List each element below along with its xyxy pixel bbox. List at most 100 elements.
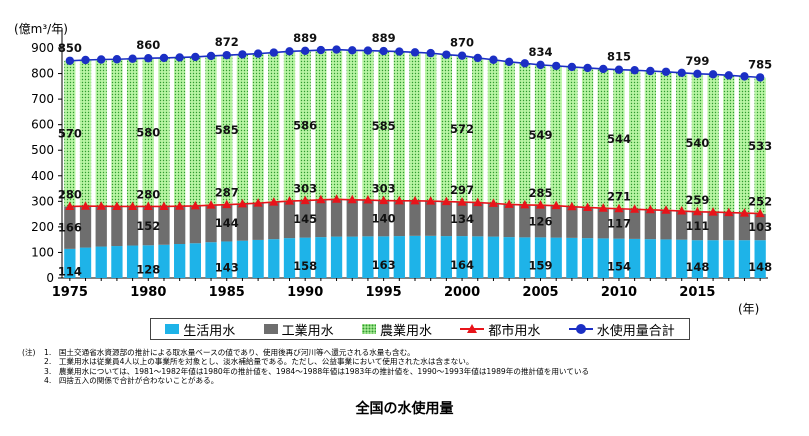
data-label-urban: 259 [685, 193, 709, 207]
marker-urban [645, 204, 655, 214]
marker-urban [692, 206, 702, 216]
bar-domestic [472, 236, 484, 278]
marker-urban [755, 208, 765, 218]
bar-industrial [660, 210, 672, 240]
bar-industrial [566, 206, 578, 238]
marker-urban [473, 197, 483, 207]
bar-industrial [628, 209, 641, 239]
bar-domestic [205, 242, 217, 278]
legend-label-agricultural: 農業用水 [379, 323, 432, 339]
bar-industrial [126, 206, 139, 246]
bar-agricultural [472, 57, 484, 203]
bar-domestic [425, 235, 437, 278]
y-tick-label: 100 [31, 245, 54, 259]
marker-urban [143, 201, 153, 210]
data-label-urban: 252 [748, 195, 772, 209]
bar-industrial [362, 200, 374, 237]
triangle-marker-icon [460, 324, 485, 334]
marker-urban [536, 200, 546, 209]
data-label-agricultural: 533 [748, 139, 772, 153]
marker-urban [112, 201, 122, 210]
data-label-domestic: 143 [215, 261, 239, 275]
bar-agricultural [425, 53, 437, 202]
marker-total [410, 48, 420, 57]
data-label-industrial: 152 [136, 219, 160, 233]
marker-total [316, 45, 326, 55]
bar-industrial [142, 206, 154, 246]
bar-agricultural [628, 70, 641, 210]
bar-agricultural [707, 74, 719, 213]
legend-item-agricultural: 農業用水 [361, 320, 432, 339]
bar-domestic [236, 240, 249, 278]
marker-total [489, 55, 498, 64]
data-label-agricultural: 586 [293, 119, 317, 133]
bar-domestic [597, 238, 609, 278]
marker-urban [520, 199, 530, 209]
marker-total [97, 55, 106, 64]
bar-industrial [581, 207, 594, 239]
bar-domestic [299, 237, 311, 278]
bar-domestic [691, 240, 704, 278]
data-label-agricultural: 549 [529, 128, 553, 142]
bar-industrial [268, 202, 280, 240]
y-tick-label: 900 [31, 41, 54, 55]
bar-industrial [158, 206, 170, 245]
marker-urban [347, 194, 357, 204]
bar-industrial [503, 204, 515, 238]
footnote-2: 2. 工業用水は従業員4人以上の事業所を対象とし、淡水補給量である。ただし、公益… [44, 357, 474, 367]
bar-agricultural [142, 58, 154, 207]
chart-caption: 全国の水使用量 [355, 401, 454, 417]
bar-agricultural [550, 65, 562, 206]
y-tick-label: 400 [31, 169, 54, 183]
bar-domestic [644, 239, 656, 278]
marker-urban [426, 196, 436, 205]
marker-total [81, 55, 90, 65]
bar-agricultural [174, 57, 186, 207]
data-label-agricultural: 585 [372, 119, 396, 133]
marker-urban [567, 201, 577, 211]
bar-industrial [111, 206, 123, 247]
x-tick-label: 1985 [209, 285, 245, 300]
x-tick-label: 1975 [52, 285, 88, 300]
bar-domestic [519, 237, 531, 278]
bar-industrial [393, 200, 405, 237]
bar-industrial [644, 209, 656, 240]
data-label-total: 889 [293, 31, 317, 45]
bar-industrial [550, 205, 562, 238]
y-tick-label: 300 [31, 194, 54, 208]
bar-agricultural [691, 73, 704, 212]
agricultural-swatch [361, 324, 376, 334]
data-label-agricultural: 572 [450, 122, 474, 136]
bar-industrial [676, 211, 688, 240]
data-label-total: 799 [685, 54, 709, 68]
bar-agricultural [377, 51, 390, 201]
bar-industrial [691, 211, 704, 241]
footnote-1: 1. 国土交通省水資源部の推計による取水量ベースの値であり、使用後再び河川等へ還… [44, 348, 415, 357]
bar-agricultural [409, 52, 421, 201]
bar-agricultural [221, 55, 233, 205]
bar-agricultural [738, 76, 751, 214]
data-label-urban: 303 [372, 182, 396, 196]
x-tick-label: 2005 [522, 285, 558, 300]
bar-domestic [440, 236, 453, 278]
bar-agricultural [189, 56, 202, 206]
marker-urban [708, 207, 718, 216]
marker-urban [661, 205, 671, 214]
bar-domestic [676, 239, 688, 278]
marker-total [426, 48, 435, 58]
marker-total [630, 66, 639, 75]
y-tick-label: 700 [31, 92, 54, 106]
data-label-urban: 280 [136, 187, 160, 201]
bar-domestic [158, 244, 170, 278]
y-tick-label: 500 [31, 143, 54, 157]
bar-industrial [754, 213, 766, 241]
data-label-industrial: 134 [450, 212, 474, 226]
marker-total [379, 46, 388, 56]
bar-agricultural [64, 60, 76, 207]
bar-domestic [221, 241, 233, 278]
bar-industrial [79, 206, 92, 248]
bar-agricultural [236, 54, 249, 204]
footnote-row: (注) 1. 国土交通省水資源部の推計による取水量ベースの値であり、使用後再び河… [22, 348, 589, 357]
bar-agricultural [456, 55, 468, 202]
data-label-agricultural: 544 [607, 132, 631, 146]
